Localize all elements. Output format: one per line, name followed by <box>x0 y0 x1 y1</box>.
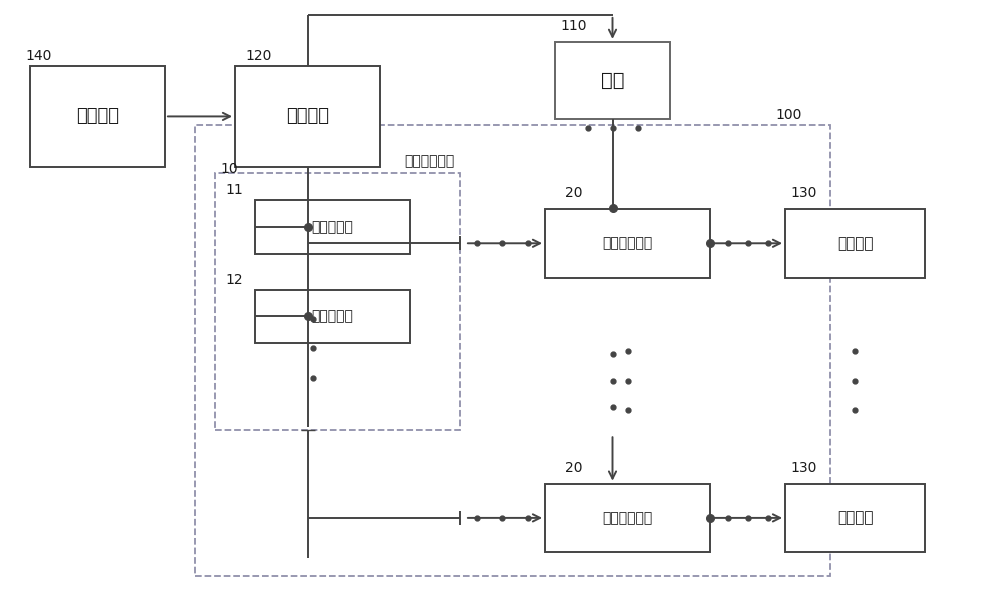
Text: 电源管理模块: 电源管理模块 <box>405 155 455 168</box>
Text: 第一寄存器: 第一寄存器 <box>312 220 353 234</box>
Text: 110: 110 <box>560 19 586 33</box>
Text: 12: 12 <box>225 273 243 287</box>
Text: 10: 10 <box>220 162 238 176</box>
Text: 电源转换模块: 电源转换模块 <box>602 236 653 250</box>
Bar <box>195 125 830 576</box>
Bar <box>30 66 165 167</box>
Text: 电源转换模块: 电源转换模块 <box>602 511 653 525</box>
Text: 通信模块: 通信模块 <box>76 107 119 125</box>
Bar <box>545 209 710 278</box>
Text: 130: 130 <box>790 186 816 200</box>
Text: 第二寄存器: 第二寄存器 <box>312 309 353 324</box>
Bar <box>255 290 410 343</box>
Text: 130: 130 <box>790 461 816 475</box>
Text: 功能模块: 功能模块 <box>837 236 873 251</box>
Text: 20: 20 <box>565 186 583 200</box>
Text: 20: 20 <box>565 461 583 475</box>
Text: 100: 100 <box>775 109 801 122</box>
Text: 11: 11 <box>225 183 243 197</box>
Bar <box>215 173 460 430</box>
Text: 功能模块: 功能模块 <box>837 510 873 525</box>
Text: 140: 140 <box>25 49 51 63</box>
Bar <box>785 484 925 552</box>
Bar <box>255 200 410 254</box>
Bar <box>785 209 925 278</box>
Text: 控制模块: 控制模块 <box>286 107 329 125</box>
Bar <box>235 66 380 167</box>
Bar <box>545 484 710 552</box>
Text: 120: 120 <box>245 49 271 63</box>
Text: 电源: 电源 <box>601 71 624 90</box>
Bar <box>555 42 670 119</box>
